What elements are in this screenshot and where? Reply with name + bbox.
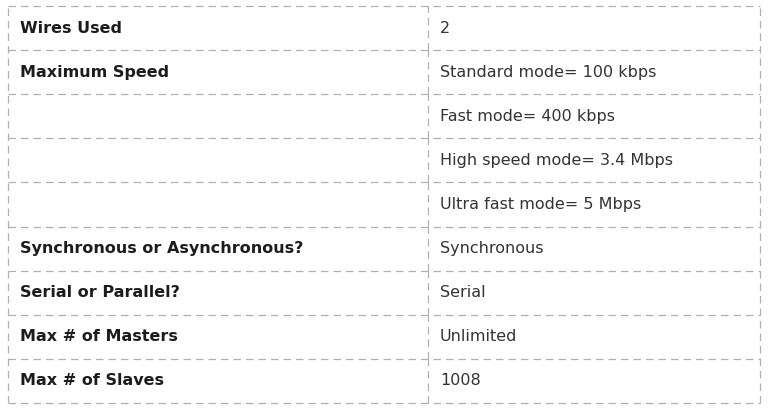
Text: Maximum Speed: Maximum Speed [20,65,169,80]
Text: Synchronous: Synchronous [440,241,544,256]
Text: High speed mode= 3.4 Mbps: High speed mode= 3.4 Mbps [440,153,673,168]
Text: Max # of Slaves: Max # of Slaves [20,373,164,389]
Text: 2: 2 [440,20,450,36]
Text: Standard mode= 100 kbps: Standard mode= 100 kbps [440,65,657,80]
Text: 1008: 1008 [440,373,481,389]
Text: Max # of Masters: Max # of Masters [20,329,178,344]
Text: Ultra fast mode= 5 Mbps: Ultra fast mode= 5 Mbps [440,197,641,212]
Text: Wires Used: Wires Used [20,20,122,36]
Text: Serial or Parallel?: Serial or Parallel? [20,285,180,300]
Text: Fast mode= 400 kbps: Fast mode= 400 kbps [440,109,615,124]
Text: Unlimited: Unlimited [440,329,518,344]
Text: Serial: Serial [440,285,485,300]
Text: Synchronous or Asynchronous?: Synchronous or Asynchronous? [20,241,303,256]
